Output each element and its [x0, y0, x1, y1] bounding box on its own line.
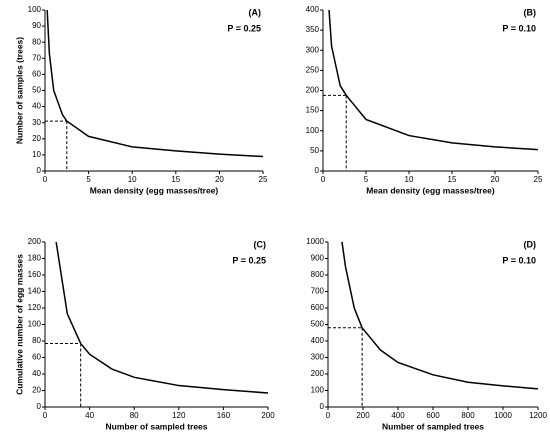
- y-tick-label: 900: [311, 254, 325, 263]
- y-tick-label: 400: [311, 336, 325, 345]
- x-axis-label: Number of sampled trees: [382, 421, 484, 431]
- y-tick-label: 50: [310, 146, 319, 155]
- y-tick-label: 30: [32, 118, 41, 127]
- y-axis-label: Cumulative number of egg masses: [14, 254, 24, 395]
- y-tick-label: 700: [311, 287, 325, 296]
- y-tick-label: 60: [32, 70, 41, 79]
- x-tick-label: 1000: [494, 411, 512, 420]
- y-tick-label: 100: [311, 386, 325, 395]
- y-tick-label: 0: [37, 166, 42, 175]
- x-tick-label: 200: [356, 411, 370, 420]
- x-tick-label: 25: [259, 175, 268, 184]
- y-tick-label: 300: [311, 353, 325, 362]
- curve: [46, 9, 264, 158]
- x-tick-label: 20: [215, 175, 224, 184]
- x-tick-label: 200: [261, 411, 275, 420]
- panel-annotation: P = 0.10: [502, 23, 536, 33]
- x-tick-label: 1200: [529, 411, 547, 420]
- y-tick-label: 80: [32, 37, 41, 46]
- x-tick-label: 10: [405, 175, 414, 184]
- x-tick-label: 0: [43, 175, 48, 184]
- x-tick-label: 400: [391, 411, 405, 420]
- y-tick-label: 180: [28, 254, 42, 263]
- y-tick-label: 100: [28, 5, 42, 14]
- y-tick-label: 40: [32, 102, 41, 111]
- y-tick-label: 20: [32, 386, 41, 395]
- y-tick-label: 80: [32, 336, 41, 345]
- panel-annotation: P = 0.25: [232, 255, 266, 265]
- y-tick-label: 400: [306, 5, 320, 14]
- x-tick-label: 15: [171, 175, 180, 184]
- y-tick-label: 200: [311, 369, 325, 378]
- y-tick-label: 200: [28, 237, 42, 246]
- curve: [341, 241, 539, 390]
- x-axis-label: Mean density (egg masses/tree): [366, 185, 495, 195]
- panel-label: (B): [524, 7, 537, 17]
- x-axis-label: Mean density (egg masses/tree): [90, 185, 219, 195]
- x-tick-label: 800: [461, 411, 475, 420]
- y-tick-label: 0: [315, 166, 320, 175]
- y-tick-label: 120: [28, 303, 42, 312]
- y-tick-label: 250: [306, 65, 320, 74]
- panel-annotation: P = 0.25: [227, 23, 261, 33]
- x-tick-label: 80: [130, 411, 139, 420]
- y-tick-label: 1000: [306, 237, 324, 246]
- y-tick-label: 10: [32, 150, 41, 159]
- panel-annotation: P = 0.10: [502, 255, 536, 265]
- y-tick-label: 60: [32, 353, 41, 362]
- y-tick-label: 50: [32, 86, 41, 95]
- x-tick-label: 20: [491, 175, 500, 184]
- x-tick-label: 160: [217, 411, 231, 420]
- y-tick-label: 70: [32, 53, 41, 62]
- x-tick-label: 5: [86, 175, 91, 184]
- y-tick-label: 800: [311, 270, 325, 279]
- y-tick-label: 600: [311, 303, 325, 312]
- panel-label: (C): [254, 239, 267, 249]
- x-tick-label: 10: [128, 175, 137, 184]
- curve: [328, 9, 539, 151]
- x-axis-label: Number of sampled trees: [105, 421, 207, 431]
- y-tick-label: 300: [306, 45, 320, 54]
- y-tick-label: 90: [32, 21, 41, 30]
- y-tick-label: 150: [306, 106, 320, 115]
- x-tick-label: 25: [534, 175, 543, 184]
- y-tick-label: 0: [37, 402, 42, 411]
- y-tick-label: 500: [311, 320, 325, 329]
- x-tick-label: 0: [326, 411, 331, 420]
- y-tick-label: 140: [28, 287, 42, 296]
- x-tick-label: 40: [85, 411, 94, 420]
- x-tick-label: 0: [43, 411, 48, 420]
- x-tick-label: 0: [321, 175, 326, 184]
- panel-label: (D): [524, 239, 537, 249]
- curve: [55, 241, 269, 394]
- y-tick-label: 0: [320, 402, 325, 411]
- x-tick-label: 5: [364, 175, 369, 184]
- y-tick-label: 160: [28, 270, 42, 279]
- y-tick-label: 100: [306, 126, 320, 135]
- y-tick-label: 200: [306, 86, 320, 95]
- y-tick-label: 100: [28, 320, 42, 329]
- x-tick-label: 600: [426, 411, 440, 420]
- x-tick-label: 120: [172, 411, 186, 420]
- y-tick-label: 40: [32, 369, 41, 378]
- x-tick-label: 15: [448, 175, 457, 184]
- y-tick-label: 350: [306, 25, 320, 34]
- y-axis-label: Number of samples (trees): [14, 37, 24, 144]
- panel-label: (A): [249, 7, 262, 17]
- y-tick-label: 20: [32, 134, 41, 143]
